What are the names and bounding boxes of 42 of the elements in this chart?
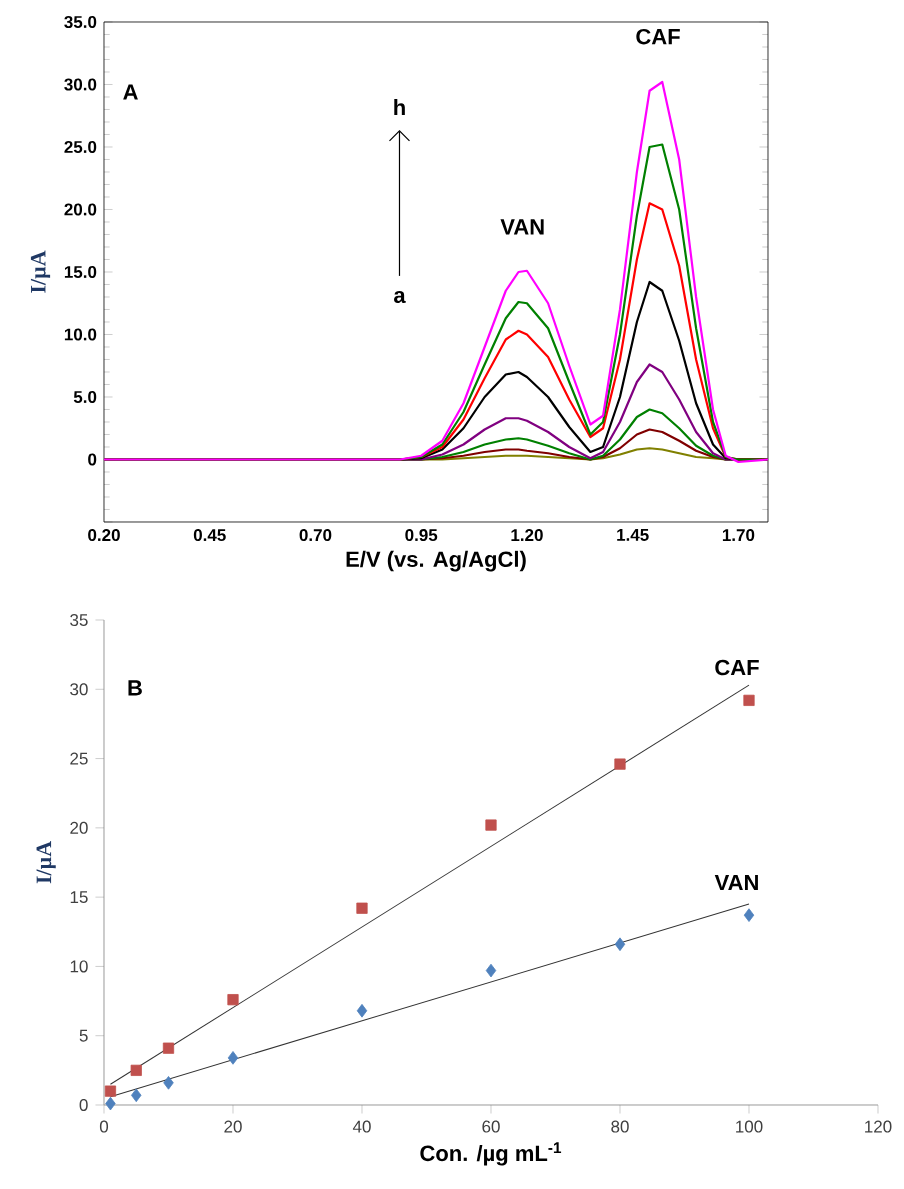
series-label: CAF <box>715 659 759 676</box>
y-tick-label: 30 <box>70 683 88 696</box>
annotation: A <box>123 84 138 100</box>
y-tick-label: 35 <box>70 613 88 626</box>
y-tick-label: 20.0 <box>64 203 97 216</box>
x-tick-label: 20 <box>224 1120 242 1133</box>
x-tick-label: 0.20 <box>88 529 120 542</box>
x-tick-label: 1.20 <box>511 529 543 542</box>
x-tick-label: 80 <box>611 1120 629 1133</box>
y-axis-title: I/µA <box>36 841 56 884</box>
x-tick-label: 1.70 <box>722 529 755 542</box>
annotation: CAF <box>636 28 680 45</box>
annotation: h <box>394 99 405 115</box>
x-tick-label: 120 <box>865 1120 892 1133</box>
x-tick-label: 100 <box>736 1120 763 1133</box>
y-tick-label: 15 <box>70 891 88 904</box>
series-label: VAN <box>714 874 758 891</box>
x-axis-title: Con. /µg mL$^{-1}$ <box>420 1142 562 1166</box>
y-tick-label: 25.0 <box>64 140 97 153</box>
y-tick-label: 5.0 <box>73 390 97 403</box>
annotation: VAN <box>500 219 544 235</box>
y-tick-label: 15.0 <box>64 265 97 278</box>
x-tick-label: 60 <box>482 1120 500 1133</box>
x-axis-title: E/V (vs. Ag/AgCl) <box>346 550 526 572</box>
y-tick-label: 10 <box>70 960 88 973</box>
x-tick-label: 0.70 <box>299 529 332 542</box>
x-tick-label: 1.45 <box>617 529 649 541</box>
y-tick-label: 35.0 <box>64 15 97 29</box>
x-tick-label: 0 <box>99 1120 109 1133</box>
y-tick-label: 30.0 <box>64 78 97 91</box>
y-tick-label: 5 <box>79 1029 88 1042</box>
x-tick-label: 40 <box>352 1120 371 1133</box>
y-tick-label: 0 <box>79 1098 88 1111</box>
annotation: B <box>128 680 142 696</box>
annotation: a <box>394 290 406 304</box>
x-tick-label: 0.45 <box>193 529 226 542</box>
x-tick-label: 0.95 <box>405 529 438 542</box>
y-tick-label: 25 <box>70 752 88 765</box>
y-tick-label: 10.0 <box>64 328 97 341</box>
y-tick-label: 20 <box>70 821 88 834</box>
y-axis-title: I/µA <box>30 250 51 293</box>
y-tick-label: 0 <box>88 453 97 466</box>
